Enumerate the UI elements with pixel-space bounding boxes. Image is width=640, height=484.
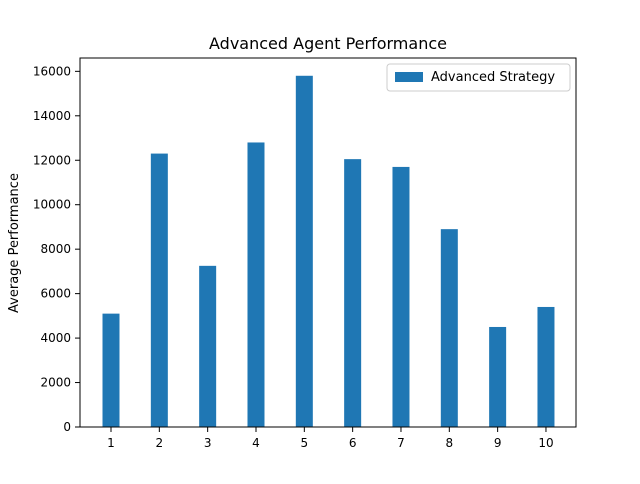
x-tick-label-2: 2 <box>156 436 164 450</box>
y-tick-label-6000: 6000 <box>40 287 71 301</box>
plot-area <box>102 75 555 428</box>
x-tick-label-6: 6 <box>349 436 357 450</box>
legend: Advanced Strategy <box>386 63 571 92</box>
bar-7 <box>392 166 410 428</box>
y-tick-label-16000: 16000 <box>33 64 71 78</box>
axes: 0 2000 4000 6000 8000 10000 12000 14000 16000 1 2 3… <box>33 57 577 450</box>
bar-9 <box>489 326 507 427</box>
x-tick-label-8: 8 <box>445 436 453 450</box>
y-tick-label-14000: 14000 <box>33 109 71 123</box>
bar-1 <box>102 313 120 427</box>
x-tick-label-1: 1 <box>107 436 115 450</box>
legend-box <box>386 63 571 92</box>
x-tick-label-7: 7 <box>397 436 405 450</box>
y-tick-label-12000: 12000 <box>33 153 71 167</box>
bar-4 <box>247 142 265 427</box>
x-tick-label-4: 4 <box>252 436 260 450</box>
chart-title: Advanced Agent Performance <box>209 34 447 53</box>
bar-8 <box>440 229 458 427</box>
y-axis-label: Average Performance <box>7 173 22 313</box>
x-tick-label-3: 3 <box>204 436 212 450</box>
plot-frame <box>79 57 577 428</box>
y-tick-label-4000: 4000 <box>40 331 71 345</box>
x-tick-label-10: 10 <box>538 436 553 450</box>
y-tick-label-2000: 2000 <box>40 376 71 390</box>
x-tick-label-5: 5 <box>300 436 308 450</box>
y-tick-label-8000: 8000 <box>40 242 71 256</box>
legend-swatch <box>395 72 423 82</box>
bar-6 <box>344 159 362 427</box>
y-tick-label-0: 0 <box>63 420 71 434</box>
bar-3 <box>199 265 217 427</box>
x-tick-label-9: 9 <box>494 436 502 450</box>
bar-2 <box>150 153 168 427</box>
bar-10 <box>537 306 555 427</box>
bar-5 <box>295 75 313 427</box>
y-tick-label-10000: 10000 <box>33 198 71 212</box>
legend-label: Advanced Strategy <box>431 70 555 85</box>
